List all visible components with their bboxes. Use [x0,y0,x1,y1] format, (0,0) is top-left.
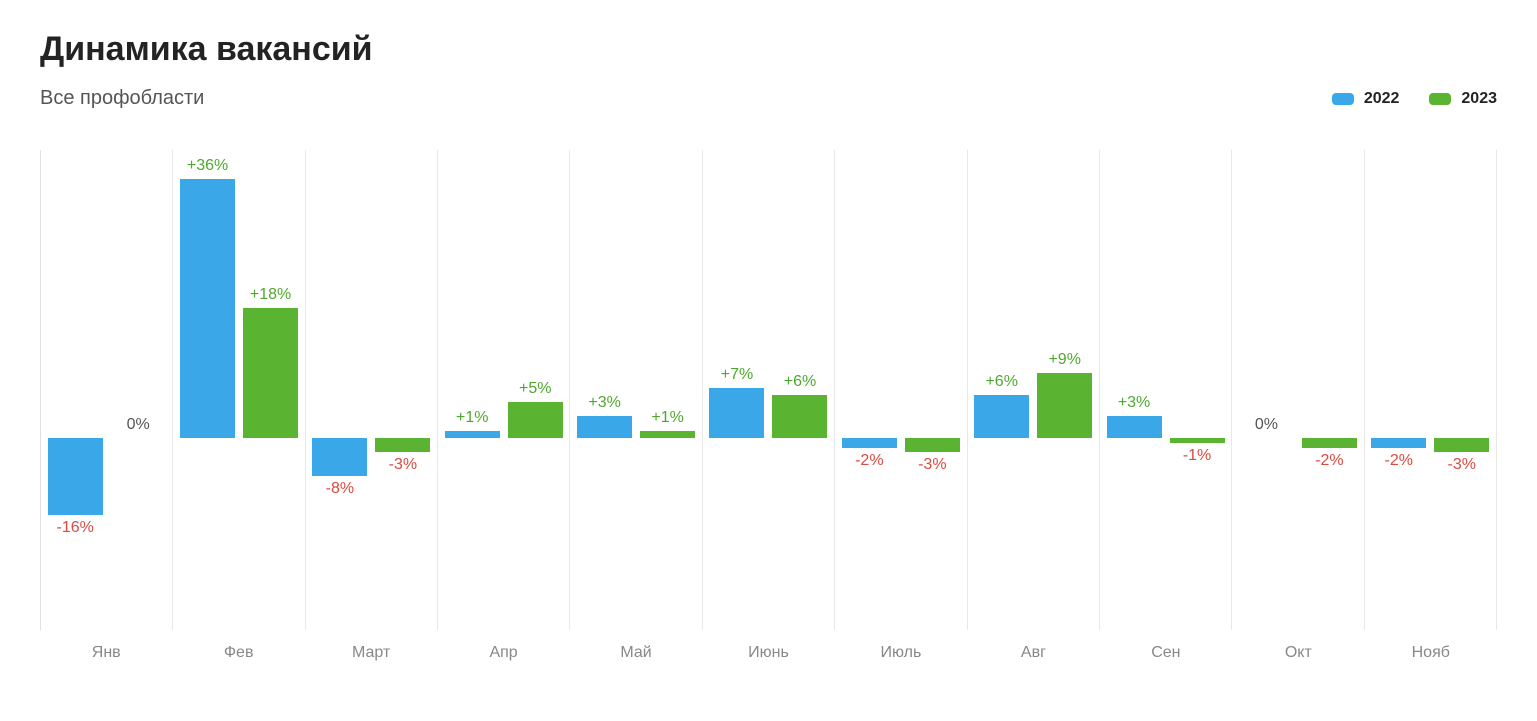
chart-bar-label: 0% [127,416,150,434]
chart-bar[interactable]: +1% [640,150,695,630]
chart-title: Динамика вакансий [40,30,1497,69]
chart-bar-rect [445,431,500,438]
chart-subtitle: Все профобласти [40,87,204,110]
x-axis-label: Июль [835,644,967,662]
chart-bar-label: -8% [326,480,354,498]
chart-bar[interactable]: -3% [375,150,430,630]
chart-bar-rect [312,438,367,476]
chart-bar-label: +5% [519,380,551,398]
chart-month-column: +6% +9% [968,150,1100,630]
chart-bar-rect [577,416,632,438]
chart-month-column: +3% -1% [1100,150,1232,630]
chart-bar-rect [842,438,897,448]
chart-x-axis: ЯнвФевМартАпрМайИюньИюльАвгСенОктНояб [40,644,1497,662]
chart-bar-rect [772,395,827,438]
chart-bar[interactable]: -1% [1170,150,1225,630]
chart-bar[interactable]: -2% [1302,150,1357,630]
legend-swatch [1332,93,1354,105]
x-axis-label: Сен [1100,644,1232,662]
chart-bar-label: -2% [1385,452,1413,470]
chart-bar-rect [974,395,1029,438]
chart-bar-label: +7% [721,366,753,384]
chart-bar-label: -3% [918,456,946,474]
chart-bar[interactable]: +9% [1037,150,1092,630]
chart-bar-label: +36% [187,157,228,175]
chart-bar-rect [709,388,764,438]
chart-plot-area: -16% 0% +36% +18% -8% -3% +1% +5% +3% +1% +7% +6% -2… [40,150,1497,630]
x-axis-label: Авг [967,644,1099,662]
chart-bar-label: +9% [1048,351,1080,369]
legend-swatch [1429,93,1451,105]
legend-item[interactable]: 2022 [1332,90,1400,108]
chart-bar[interactable]: +5% [508,150,563,630]
chart-bar-label: +6% [985,373,1017,391]
x-axis-label: Апр [437,644,569,662]
chart-bar-rect [375,438,430,452]
chart-bar[interactable]: +36% [180,150,235,630]
chart-bar-label: -3% [389,456,417,474]
chart-bar-label: +18% [250,286,291,304]
chart-bar-rect [640,431,695,438]
chart-bar-rect [905,438,960,452]
chart-month-column: +1% +5% [438,150,570,630]
chart-bar[interactable]: +3% [1107,150,1162,630]
chart-bar[interactable]: -3% [1434,150,1489,630]
x-axis-label: Нояб [1365,644,1497,662]
chart-bar[interactable]: +1% [445,150,500,630]
chart-month-column: 0% -2% [1232,150,1364,630]
legend-label: 2022 [1364,90,1400,108]
chart-bar-label: -16% [56,519,93,537]
chart-bar[interactable]: +7% [709,150,764,630]
x-axis-label: Май [570,644,702,662]
chart-bar-rect [1302,438,1357,448]
x-axis-label: Окт [1232,644,1364,662]
x-axis-label: Фев [172,644,304,662]
chart-bar-label: +6% [784,373,816,391]
chart-month-column: +3% +1% [570,150,702,630]
chart-bar[interactable]: +6% [772,150,827,630]
chart-bar-rect [243,308,298,438]
chart-bar-rect [1107,416,1162,438]
chart-bar-rect [508,402,563,438]
x-axis-label: Март [305,644,437,662]
chart-bar[interactable]: +6% [974,150,1029,630]
chart-bar-label: +3% [588,394,620,412]
chart-bar-label: -2% [1315,452,1343,470]
chart-month-column: +36% +18% [173,150,305,630]
chart-month-column: -2% -3% [1365,150,1497,630]
chart-bar-rect [1037,373,1092,438]
chart-bar-label: 0% [1255,416,1278,434]
legend-label: 2023 [1461,90,1497,108]
chart-bar[interactable]: -2% [842,150,897,630]
chart-bar-rect [48,438,103,515]
x-axis-label: Янв [40,644,172,662]
chart-bar[interactable]: -2% [1371,150,1426,630]
chart-bar[interactable]: -16% [48,150,103,630]
chart-bar[interactable]: +3% [577,150,632,630]
chart-bar[interactable]: 0% [111,150,166,630]
chart-month-column: +7% +6% [703,150,835,630]
chart-header-row: Все профобласти 2022 2023 [40,87,1497,110]
chart-bar-label: -1% [1183,447,1211,465]
chart-bar-label: +3% [1118,394,1150,412]
chart-legend: 2022 2023 [1332,90,1497,108]
chart-month-column: -8% -3% [306,150,438,630]
chart-bar[interactable]: +18% [243,150,298,630]
chart-bar-label: +1% [651,409,683,427]
chart-bar-rect [180,179,235,438]
chart-bar-label: -2% [855,452,883,470]
chart-bar-label: -3% [1448,456,1476,474]
chart-bar-rect [1371,438,1426,448]
chart-bar[interactable]: 0% [1239,150,1294,630]
chart-month-column: -16% 0% [41,150,173,630]
chart-bar[interactable]: -8% [312,150,367,630]
chart-month-column: -2% -3% [835,150,967,630]
chart-bar-rect [1434,438,1489,452]
chart-bar-rect [1170,438,1225,443]
chart-bar-label: +1% [456,409,488,427]
legend-item[interactable]: 2023 [1429,90,1497,108]
x-axis-label: Июнь [702,644,834,662]
chart-bar[interactable]: -3% [905,150,960,630]
